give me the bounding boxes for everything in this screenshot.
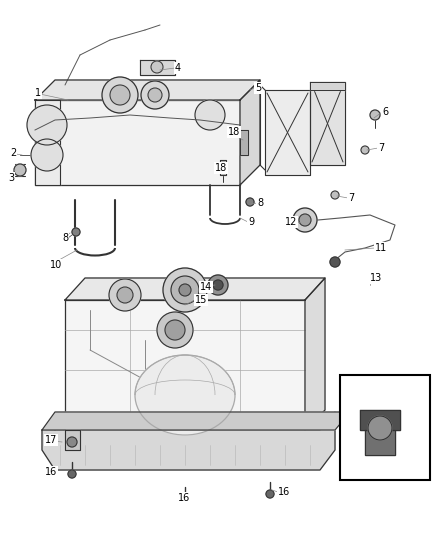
Circle shape — [299, 214, 311, 226]
Circle shape — [102, 77, 138, 113]
Circle shape — [151, 61, 163, 73]
Circle shape — [330, 257, 340, 267]
Circle shape — [213, 280, 223, 290]
Text: 4: 4 — [175, 63, 181, 73]
Text: 5: 5 — [255, 83, 261, 93]
Circle shape — [165, 320, 185, 340]
Circle shape — [266, 490, 274, 498]
Circle shape — [68, 470, 76, 478]
Circle shape — [181, 495, 189, 503]
Text: 17: 17 — [45, 435, 57, 445]
Text: 12: 12 — [285, 217, 297, 227]
Polygon shape — [360, 410, 400, 430]
Circle shape — [157, 312, 193, 348]
Circle shape — [27, 105, 67, 145]
Text: 10: 10 — [50, 260, 62, 270]
Circle shape — [171, 276, 199, 304]
Circle shape — [331, 191, 339, 199]
Bar — [340, 375, 430, 480]
Text: 3: 3 — [8, 173, 14, 183]
Polygon shape — [35, 80, 260, 100]
Polygon shape — [220, 160, 226, 175]
Polygon shape — [310, 82, 345, 165]
Polygon shape — [240, 80, 260, 185]
Polygon shape — [35, 100, 60, 185]
Text: 8: 8 — [257, 198, 263, 208]
Polygon shape — [42, 412, 335, 470]
Ellipse shape — [135, 355, 235, 435]
Circle shape — [109, 279, 141, 311]
Circle shape — [361, 146, 369, 154]
Text: 16: 16 — [178, 493, 190, 503]
Text: 18: 18 — [228, 127, 240, 137]
Circle shape — [368, 416, 392, 440]
Circle shape — [370, 110, 380, 120]
Text: 7: 7 — [378, 143, 384, 153]
Text: 11: 11 — [375, 243, 387, 253]
Circle shape — [195, 100, 225, 130]
Text: 7: 7 — [348, 193, 354, 203]
Text: 15: 15 — [195, 295, 207, 305]
Circle shape — [208, 275, 228, 295]
Text: 8: 8 — [62, 233, 68, 243]
Circle shape — [67, 437, 77, 447]
Circle shape — [246, 198, 254, 206]
Polygon shape — [65, 278, 325, 300]
Text: 2: 2 — [10, 148, 16, 158]
Polygon shape — [65, 430, 80, 450]
Circle shape — [163, 268, 207, 312]
Circle shape — [179, 284, 191, 296]
Circle shape — [117, 287, 133, 303]
Circle shape — [14, 164, 26, 176]
Circle shape — [293, 208, 317, 232]
Text: 6: 6 — [382, 107, 388, 117]
Polygon shape — [35, 100, 240, 185]
Polygon shape — [310, 82, 345, 90]
Polygon shape — [140, 60, 175, 75]
Text: 1: 1 — [35, 88, 41, 98]
Circle shape — [141, 81, 169, 109]
Circle shape — [148, 88, 162, 102]
Circle shape — [72, 228, 80, 236]
Circle shape — [31, 139, 63, 171]
Polygon shape — [265, 90, 310, 175]
Text: 9: 9 — [248, 217, 254, 227]
Polygon shape — [240, 130, 248, 155]
Polygon shape — [65, 300, 305, 430]
Text: 16: 16 — [45, 467, 57, 477]
Text: 16: 16 — [278, 487, 290, 497]
Text: 18: 18 — [215, 163, 227, 173]
Circle shape — [110, 85, 130, 105]
Polygon shape — [42, 412, 350, 430]
Polygon shape — [365, 430, 395, 455]
Text: 13: 13 — [370, 273, 382, 283]
Text: 14: 14 — [200, 282, 212, 292]
Polygon shape — [305, 278, 325, 430]
